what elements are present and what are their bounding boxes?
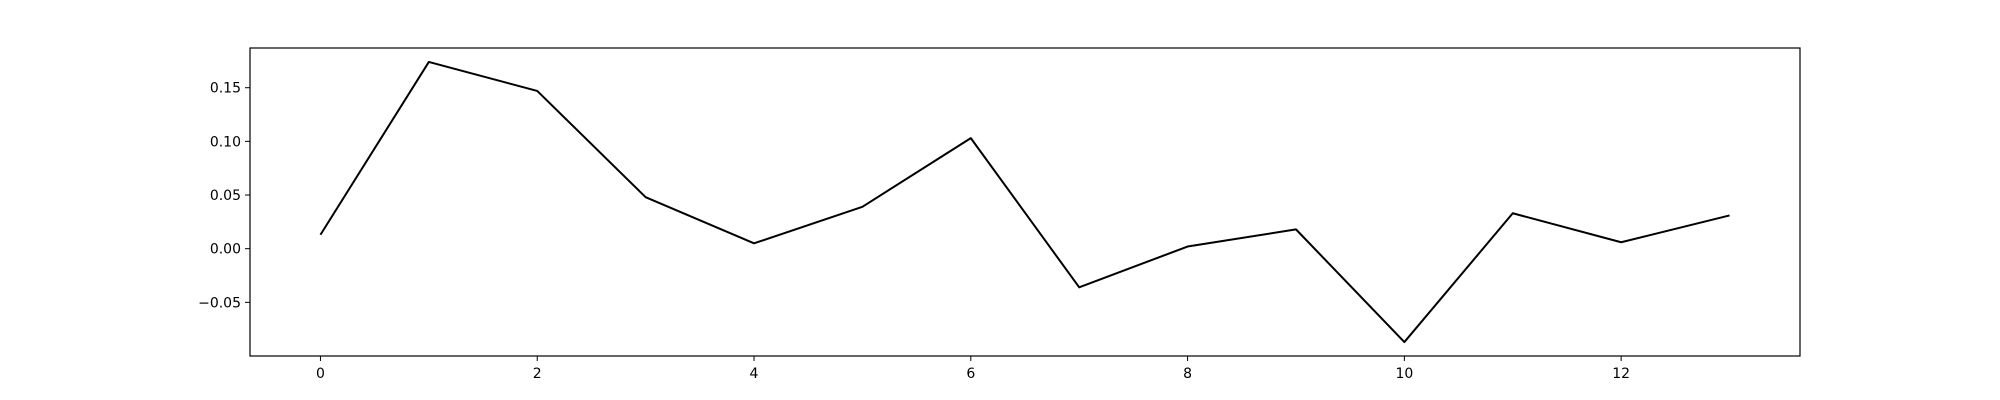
y-tick-label: −0.05 [198,295,241,311]
y-tick-label: 0.00 [210,242,241,258]
y-tick-label: 0.05 [210,188,241,204]
x-tick-label: 4 [750,366,759,382]
axis-ticks: 0 2 4 6 8 10 12 −0.05 0.00 0.05 0.10 0.15 [198,81,1630,382]
series-lines [319,60,1730,344]
series-line-0 [319,60,1730,344]
y-tick-label: 0.10 [210,134,241,150]
x-tick-label: 6 [966,366,975,382]
x-tick-label: 8 [1183,366,1192,382]
plot-frame [249,47,1801,357]
x-tick-label: 10 [1395,366,1413,382]
x-tick-label: 0 [316,366,325,382]
x-tick-label: 2 [533,366,542,382]
x-tick-label: 12 [1612,366,1630,382]
y-tick-label: 0.15 [210,81,241,97]
